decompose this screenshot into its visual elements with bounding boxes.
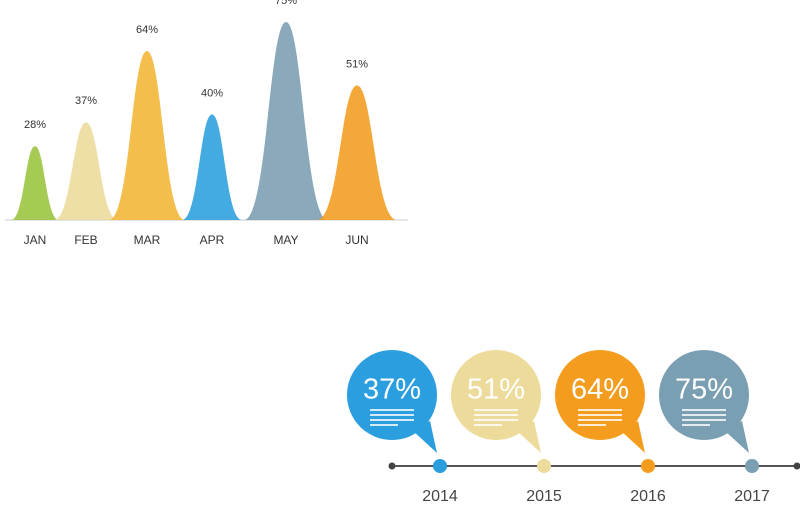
bubble-fine-print [370,419,414,421]
timeline-dot [537,459,551,473]
bubble [555,350,645,440]
category-label: JUN [345,233,368,247]
bubble-fine-print [682,409,726,411]
bubble-fine-print [474,409,518,411]
bubble-value: 51% [467,374,525,406]
bubble-fine-print [682,419,726,421]
bubble-value: 64% [571,374,629,406]
bubble-fine-print [578,409,622,411]
peak [11,146,59,220]
bubble-fine-print [474,424,502,426]
peak [244,22,328,220]
bubble-fine-print [474,414,518,416]
category-label: JAN [24,233,47,247]
value-label: 51% [346,58,368,70]
value-label: 64% [136,24,158,36]
bubble-fine-print [682,424,710,426]
bubble [347,350,437,440]
category-label: APR [200,233,225,247]
value-label: 75% [275,0,297,7]
year-label: 2016 [630,488,666,505]
bubble-fine-print [578,419,622,421]
value-label: 28% [24,119,46,131]
bubble [451,350,541,440]
category-label: MAR [134,233,161,247]
timeline-dot [745,459,759,473]
peak [317,85,397,220]
bubble [659,350,749,440]
bubble-value: 75% [675,374,733,406]
value-label: 37% [75,95,97,107]
year-label: 2015 [526,488,562,505]
value-label: 40% [201,87,223,99]
timeline-dot [641,459,655,473]
year-label: 2014 [422,488,458,505]
timeline-dot [433,459,447,473]
bubble-fine-print [578,424,606,426]
bubble-fine-print [578,414,622,416]
bubble-fine-print [474,419,518,421]
bubble-fine-print [682,414,726,416]
peak [109,51,185,220]
bubble-value: 37% [363,374,421,406]
peak [182,114,242,220]
category-label: MAY [273,233,298,247]
category-label: FEB [74,233,97,247]
axis-end [793,462,800,470]
bubble-fine-print [370,424,398,426]
bubble-fine-print [370,414,414,416]
axis-end [388,462,396,470]
peak [54,122,118,220]
year-label: 2017 [734,488,770,505]
bubble-fine-print [370,409,414,411]
